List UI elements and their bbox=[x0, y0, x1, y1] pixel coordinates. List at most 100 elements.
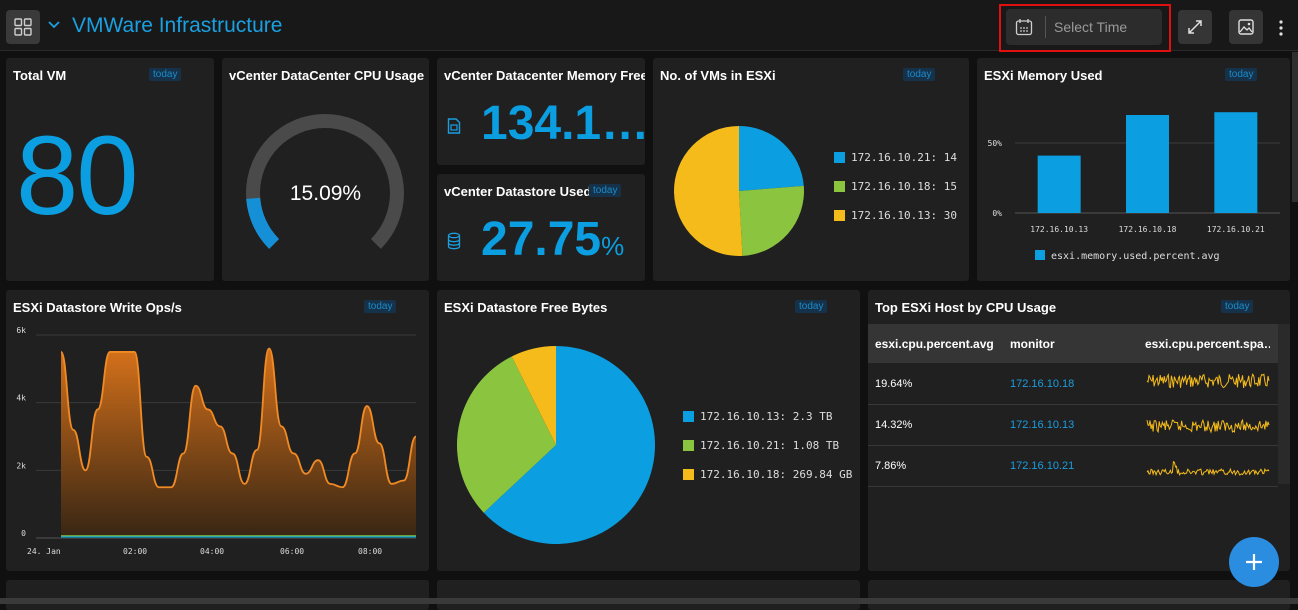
plus-icon bbox=[1246, 554, 1262, 570]
today-badge: today bbox=[589, 184, 622, 197]
legend-item[interactable]: 172.16.10.13: 30 bbox=[834, 209, 957, 222]
memory-free-value: 134.1… bbox=[481, 97, 645, 150]
panel-title: ESXi Datastore Free Bytes bbox=[444, 300, 608, 315]
monitor-link[interactable]: 172.16.10.13 bbox=[1010, 419, 1075, 431]
table-row[interactable]: 14.32% 172.16.10.13 bbox=[868, 405, 1278, 446]
legend-swatch bbox=[683, 440, 694, 451]
today-badge: today bbox=[149, 68, 182, 81]
x-tick-label: 08:00 bbox=[358, 547, 382, 556]
legend-label: 172.16.10.21: 14 bbox=[851, 151, 957, 164]
divider bbox=[1045, 16, 1046, 38]
column-header[interactable]: esxi.cpu.percent.spa… bbox=[1145, 337, 1270, 351]
pie-slice bbox=[674, 126, 743, 256]
legend-swatch bbox=[834, 152, 845, 163]
legend-swatch bbox=[683, 469, 694, 480]
panel-partial bbox=[868, 580, 1290, 610]
horizontal-scrollbar[interactable] bbox=[0, 598, 1298, 604]
legend-label: 172.16.10.13: 30 bbox=[851, 209, 957, 222]
legend-label: esxi.memory.used.percent.avg bbox=[1051, 251, 1220, 262]
esxi-memory-bar-chart: 50% 0% 172.16.10.13 172.16.10.18 172.16.10.2… bbox=[988, 112, 1280, 262]
panel-title: ESXi Datastore Write Ops/s bbox=[13, 300, 182, 315]
highlight-box bbox=[999, 4, 1171, 52]
total-vm-value: 80 bbox=[16, 113, 139, 238]
gauge-fill bbox=[246, 197, 280, 249]
total-vm-panel[interactable]: Total VM today 80 bbox=[6, 58, 214, 281]
panel-title: ESXi Memory Used bbox=[984, 68, 1103, 83]
bar bbox=[1126, 115, 1169, 213]
y-tick-label: 0 bbox=[21, 529, 26, 538]
x-tick-label: 172.16.10.21 bbox=[1207, 225, 1265, 234]
image-icon bbox=[1238, 19, 1254, 35]
y-tick-label: 4k bbox=[16, 394, 26, 403]
snapshot-button[interactable] bbox=[1229, 10, 1263, 44]
legend-item[interactable]: 172.16.10.18: 269.84 GB bbox=[683, 468, 852, 481]
cpu-usage-value: 15.09% bbox=[289, 182, 362, 205]
memory-free-panel[interactable]: vCenter Datacenter Memory Free 134.1… bbox=[437, 58, 645, 165]
time-picker[interactable]: Select Time bbox=[1006, 9, 1162, 45]
legend-swatch bbox=[834, 210, 845, 221]
sparkline-path bbox=[1146, 373, 1270, 389]
x-tick-label: 24. Jan bbox=[27, 547, 61, 556]
datastore-used-readout: 27.75% bbox=[481, 212, 624, 267]
write-ops-panel[interactable]: ESXi Datastore Write Ops/s today 6k 4k 2k 0… bbox=[6, 290, 429, 571]
legend-label: 172.16.10.18: 15 bbox=[851, 180, 957, 193]
dashboard-title: VMWare Infrastructure bbox=[72, 14, 283, 37]
bar bbox=[1037, 155, 1081, 213]
pie-slice bbox=[511, 346, 556, 445]
fullscreen-button[interactable] bbox=[1178, 10, 1212, 44]
vertical-scrollbar[interactable] bbox=[1292, 52, 1298, 202]
area-fill bbox=[61, 348, 416, 538]
esxi-memory-panel[interactable]: ESXi Memory Used today 50% 0% 172.16.10.13… bbox=[977, 58, 1290, 281]
database-icon bbox=[447, 232, 461, 250]
legend-swatch bbox=[834, 181, 845, 192]
vms-in-esxi-panel[interactable]: No. of VMs in ESXi today 172.16.10.21: 1… bbox=[653, 58, 969, 281]
cpu-usage-panel[interactable]: vCenter DataCenter CPU Usage 15.09% bbox=[222, 58, 429, 281]
legend-item[interactable]: 172.16.10.21: 14 bbox=[834, 151, 957, 164]
expand-icon bbox=[1188, 20, 1202, 34]
datastore-used-value: 27.75 bbox=[481, 213, 602, 266]
dashboard-menu-button[interactable] bbox=[6, 10, 40, 44]
pie-slice bbox=[483, 346, 655, 544]
table-scrollbar[interactable] bbox=[1278, 324, 1290, 484]
x-tick-label: 172.16.10.18 bbox=[1119, 225, 1177, 234]
chevron-down-icon[interactable] bbox=[47, 18, 61, 32]
legend-swatch bbox=[683, 411, 694, 422]
y-tick-label: 0% bbox=[992, 209, 1002, 218]
cpu-percent-cell: 19.64% bbox=[875, 378, 913, 390]
area-line bbox=[60, 347, 417, 489]
x-tick-label: 172.16.10.13 bbox=[1030, 225, 1088, 234]
panel-title: Total VM bbox=[13, 68, 67, 83]
panel-partial bbox=[6, 580, 429, 610]
legend-swatch bbox=[1035, 250, 1045, 260]
monitor-link[interactable]: 172.16.10.21 bbox=[1010, 460, 1075, 472]
today-badge: today bbox=[364, 300, 397, 313]
legend-item[interactable]: 172.16.10.13: 2.3 TB bbox=[683, 410, 832, 423]
monitor-link[interactable]: 172.16.10.18 bbox=[1010, 378, 1075, 390]
legend-item[interactable]: 172.16.10.18: 15 bbox=[834, 180, 957, 193]
cpu-sparkline bbox=[1146, 460, 1270, 477]
today-badge: today bbox=[903, 68, 936, 81]
table-row[interactable]: 19.64% 172.16.10.18 bbox=[868, 364, 1278, 405]
legend-label: 172.16.10.13: 2.3 TB bbox=[700, 410, 833, 423]
vms-pie-chart bbox=[674, 126, 804, 256]
panel-partial bbox=[437, 580, 860, 610]
add-widget-button[interactable] bbox=[1229, 537, 1279, 587]
datastore-used-panel[interactable]: vCenter Datastore Used today 27.75% bbox=[437, 174, 645, 281]
legend-item[interactable]: 172.16.10.21: 1.08 TB bbox=[683, 439, 839, 452]
y-tick-label: 6k bbox=[16, 326, 26, 335]
grid-icon bbox=[14, 18, 32, 36]
datastore-used-unit: % bbox=[601, 231, 625, 261]
top-cpu-panel[interactable]: Top ESXi Host by CPU Usage today esxi.cp… bbox=[868, 290, 1290, 571]
free-bytes-pie-chart bbox=[457, 346, 655, 544]
legend-label: 172.16.10.21: 1.08 TB bbox=[700, 439, 840, 452]
cpu-sparkline bbox=[1146, 418, 1270, 434]
column-header[interactable]: esxi.cpu.percent.avg bbox=[875, 337, 994, 351]
cpu-percent-cell: 7.86% bbox=[875, 460, 907, 472]
panel-title: vCenter DataCenter CPU Usage bbox=[229, 68, 425, 83]
free-bytes-panel[interactable]: ESXi Datastore Free Bytes today 172.16.1… bbox=[437, 290, 860, 571]
more-options-icon[interactable] bbox=[1276, 18, 1286, 38]
cpu-gauge bbox=[246, 114, 404, 249]
table-row[interactable]: 7.86% 172.16.10.21 bbox=[868, 446, 1278, 487]
column-header[interactable]: monitor bbox=[1010, 337, 1055, 351]
table-header: esxi.cpu.percent.avg monitor esxi.cpu.pe… bbox=[868, 324, 1278, 363]
